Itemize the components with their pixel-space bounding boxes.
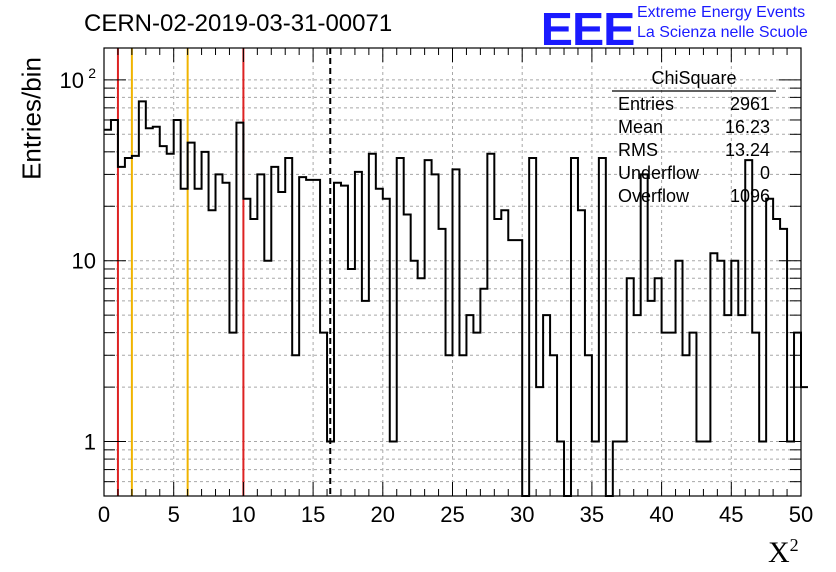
logo-line1: Extreme Energy Events: [637, 4, 806, 21]
x-tick-label: 45: [719, 502, 743, 527]
x-tick-label: 40: [649, 502, 673, 527]
x-tick-label: 25: [440, 502, 464, 527]
y-tick-label: 10: [60, 68, 84, 93]
x-tick-label: 35: [580, 502, 604, 527]
x-tick-label: 0: [98, 502, 110, 527]
x-tick-label: 10: [231, 502, 255, 527]
y-tick-exponent: 2: [88, 65, 96, 81]
histogram-series: [104, 100, 808, 497]
x-tick-label: 50: [789, 502, 813, 527]
stats-box-title: ChiSquare: [651, 68, 737, 88]
eee-logo: EEE: [540, 3, 636, 55]
y-tick-label: 1: [84, 430, 96, 455]
x-axis-label: X2: [768, 535, 799, 569]
x-tick-label: 20: [371, 502, 395, 527]
y-axis-label: Entries/bin: [16, 57, 47, 180]
y-tick-label: 10: [72, 249, 96, 274]
x-tick-label: 15: [301, 502, 325, 527]
x-tick-label: 30: [510, 502, 534, 527]
logo-line2: La Scienza nelle Scuole: [637, 24, 808, 41]
x-tick-label: 5: [168, 502, 180, 527]
chart-title: CERN-02-2019-03-31-00071: [84, 10, 393, 37]
